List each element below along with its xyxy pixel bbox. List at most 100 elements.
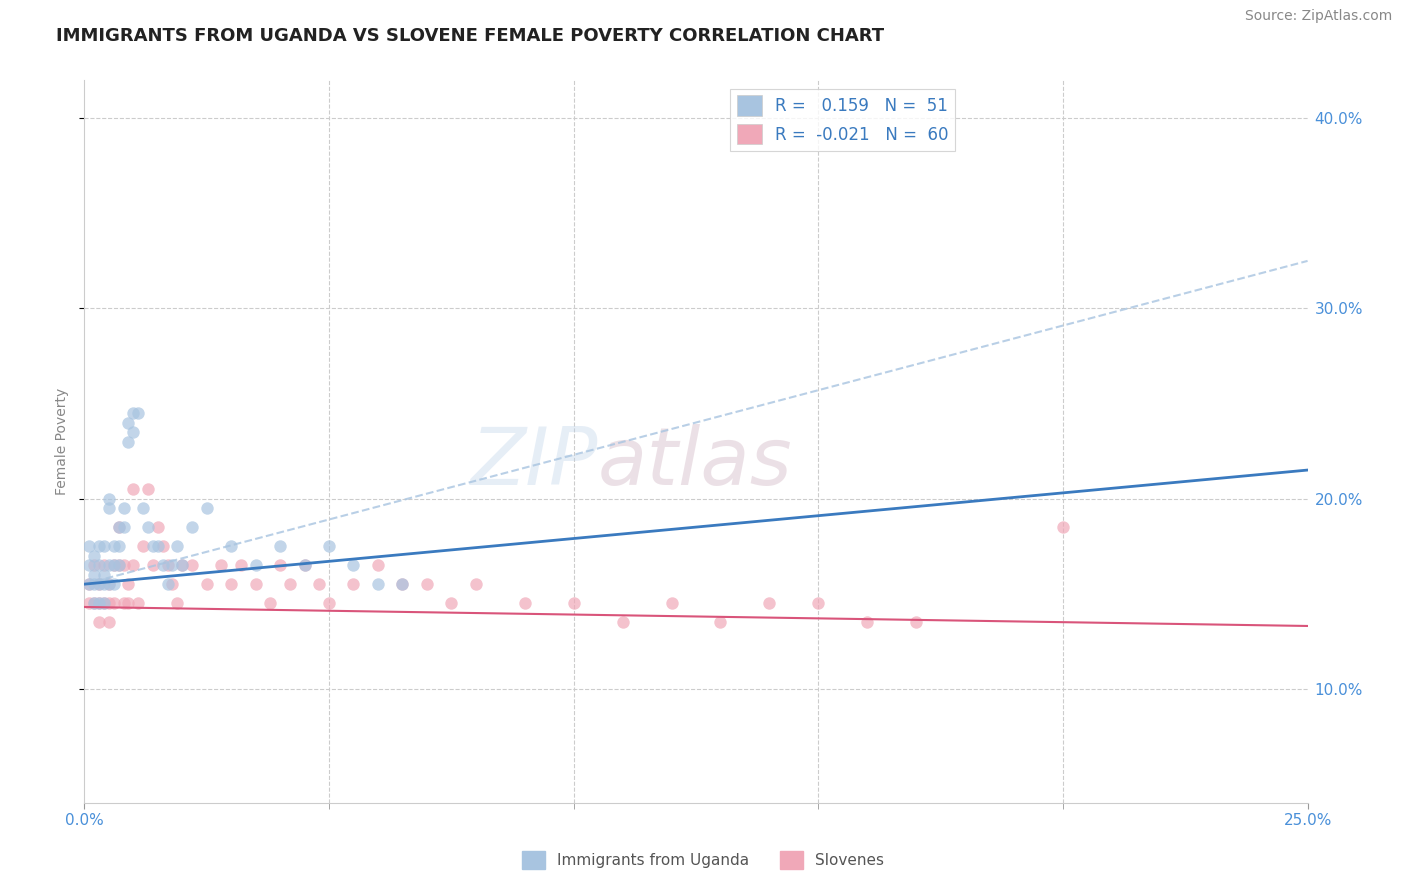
Text: IMMIGRANTS FROM UGANDA VS SLOVENE FEMALE POVERTY CORRELATION CHART: IMMIGRANTS FROM UGANDA VS SLOVENE FEMALE…	[56, 27, 884, 45]
Point	[308, 577, 330, 591]
Point	[219, 539, 242, 553]
Point	[166, 596, 188, 610]
Point	[172, 558, 194, 573]
Point	[97, 615, 120, 630]
Point	[122, 425, 145, 439]
Point	[229, 558, 252, 573]
Point	[181, 558, 204, 573]
Point	[162, 558, 184, 573]
Point	[117, 416, 139, 430]
Point	[146, 539, 169, 553]
Y-axis label: Female Poverty: Female Poverty	[55, 388, 69, 495]
Point	[103, 558, 125, 573]
Text: atlas: atlas	[598, 425, 793, 502]
Point	[97, 577, 120, 591]
Point	[142, 539, 165, 553]
Text: Source: ZipAtlas.com: Source: ZipAtlas.com	[1244, 9, 1392, 23]
Point	[195, 501, 218, 516]
Point	[77, 539, 100, 553]
Legend: R =   0.159   N =  51, R =  -0.021   N =  60: R = 0.159 N = 51, R = -0.021 N = 60	[730, 88, 955, 151]
Point	[87, 577, 110, 591]
Point	[77, 577, 100, 591]
Point	[612, 615, 634, 630]
Point	[122, 482, 145, 496]
Point	[93, 539, 115, 553]
Point	[245, 558, 267, 573]
Point	[209, 558, 232, 573]
Point	[97, 501, 120, 516]
Point	[172, 558, 194, 573]
Point	[97, 491, 120, 506]
Point	[758, 596, 780, 610]
Point	[562, 596, 585, 610]
Point	[661, 596, 683, 610]
Point	[87, 539, 110, 553]
Point	[93, 577, 115, 591]
Point	[97, 577, 120, 591]
Point	[117, 596, 139, 610]
Point	[107, 558, 129, 573]
Point	[342, 577, 364, 591]
Point	[136, 482, 159, 496]
Point	[152, 558, 174, 573]
Point	[318, 539, 340, 553]
Point	[93, 558, 115, 573]
Point	[87, 596, 110, 610]
Point	[127, 406, 149, 420]
Point	[269, 558, 291, 573]
Point	[83, 558, 105, 573]
Point	[122, 406, 145, 420]
Point	[440, 596, 463, 610]
Point	[464, 577, 486, 591]
Point	[162, 577, 184, 591]
Point	[112, 501, 135, 516]
Point	[112, 558, 135, 573]
Point	[93, 596, 115, 610]
Point	[117, 577, 139, 591]
Point	[367, 577, 389, 591]
Point	[77, 577, 100, 591]
Point	[107, 558, 129, 573]
Point	[87, 596, 110, 610]
Point	[219, 577, 242, 591]
Point	[181, 520, 204, 534]
Point	[93, 596, 115, 610]
Point	[103, 539, 125, 553]
Point	[132, 539, 155, 553]
Point	[152, 539, 174, 553]
Point	[112, 596, 135, 610]
Point	[87, 558, 110, 573]
Point	[259, 596, 281, 610]
Point	[103, 596, 125, 610]
Point	[142, 558, 165, 573]
Point	[83, 596, 105, 610]
Point	[1052, 520, 1074, 534]
Point	[318, 596, 340, 610]
Point	[122, 558, 145, 573]
Point	[269, 539, 291, 553]
Point	[156, 577, 179, 591]
Point	[77, 558, 100, 573]
Point	[195, 577, 218, 591]
Point	[391, 577, 413, 591]
Point	[513, 596, 536, 610]
Point	[83, 577, 105, 591]
Point	[103, 577, 125, 591]
Point	[391, 577, 413, 591]
Point	[294, 558, 316, 573]
Point	[416, 577, 439, 591]
Point	[103, 558, 125, 573]
Point	[93, 567, 115, 582]
Point	[127, 596, 149, 610]
Point	[97, 558, 120, 573]
Point	[83, 567, 105, 582]
Legend: Immigrants from Uganda, Slovenes: Immigrants from Uganda, Slovenes	[516, 845, 890, 875]
Point	[367, 558, 389, 573]
Point	[97, 596, 120, 610]
Point	[342, 558, 364, 573]
Point	[905, 615, 928, 630]
Point	[87, 615, 110, 630]
Point	[107, 539, 129, 553]
Point	[156, 558, 179, 573]
Point	[278, 577, 301, 591]
